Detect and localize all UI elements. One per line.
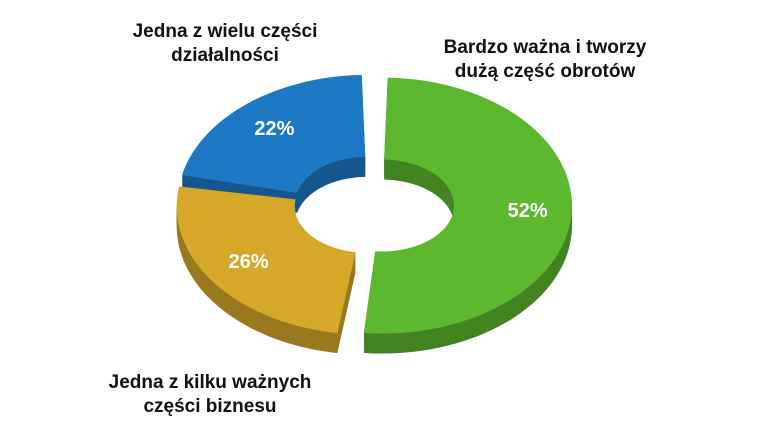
- slice: [363, 77, 572, 334]
- category-label: Jedna z kilku ważnych części biznesu: [108, 372, 312, 417]
- value-label: 22%: [254, 118, 294, 140]
- slice: [181, 74, 366, 193]
- slice: [176, 186, 356, 334]
- value-label: 52%: [508, 200, 548, 222]
- category-label: Jedna z wielu części działalności: [132, 21, 318, 66]
- category-label: Bardzo ważna i tworzy dużą część obrotów: [443, 37, 647, 82]
- value-label: 26%: [229, 251, 269, 273]
